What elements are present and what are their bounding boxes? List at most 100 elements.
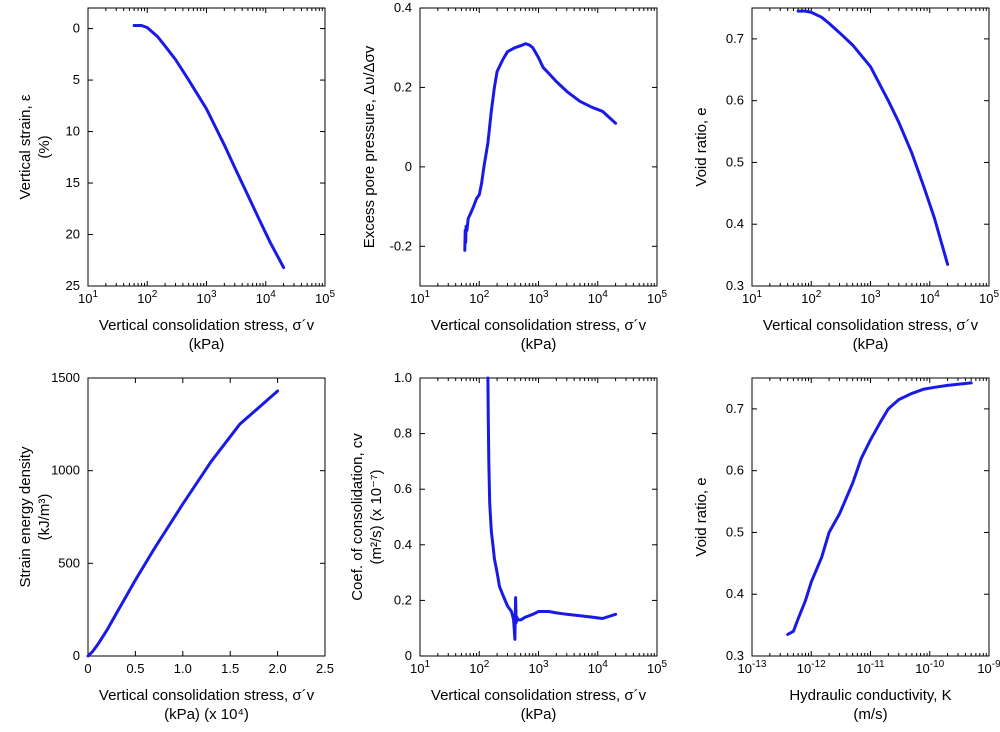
x-axis-label-units: (kPa) <box>521 706 557 723</box>
series-line-energy <box>86 389 280 658</box>
y-tick-label: 0.7 <box>726 401 744 416</box>
y-tick-label: 0.4 <box>394 0 412 15</box>
plot-frame <box>419 377 658 657</box>
y-tick-label: 0.3 <box>726 278 744 293</box>
y-tick-label: 0.7 <box>726 31 744 46</box>
plot-frame <box>751 377 990 657</box>
y-axis-label: Strain energy density <box>17 446 34 587</box>
panel-energy: 0 0.5 1.0 1.5 2.0 2.5 0 500 1000 1500 Vertical con… <box>17 370 334 723</box>
x-axis-label-units: (kPa) <box>853 336 889 353</box>
x-tick-label: 104 <box>588 659 608 676</box>
x-tick-label: 102 <box>137 289 157 306</box>
y-tick-label: 5 <box>73 72 80 87</box>
x-tick-label: 103 <box>860 289 880 306</box>
y-tick-label: 0.2 <box>394 592 412 607</box>
x-axis-label-units: (kPa) (x 10⁴) <box>164 706 249 723</box>
series-line-strain <box>132 24 286 269</box>
x-tick-label: 105 <box>979 289 999 306</box>
series-line-pore <box>463 42 618 252</box>
x-tick-label: 102 <box>469 289 489 306</box>
x-tick-label: 1.0 <box>174 661 192 676</box>
y-tick-label: 15 <box>66 175 80 190</box>
x-tick-label: 102 <box>469 659 489 676</box>
x-axis-label-units: (kPa) <box>521 336 557 353</box>
y-tick-label: 0.6 <box>726 463 744 478</box>
y-tick-label: 20 <box>66 227 80 242</box>
x-tick-label: 101 <box>410 289 430 306</box>
y-axis-label-units: (%) <box>36 135 53 158</box>
y-tick-label: 25 <box>66 278 80 293</box>
x-tick-label: 103 <box>196 289 216 306</box>
x-tick-label: 105 <box>315 289 335 306</box>
y-tick-label: 1.0 <box>394 370 412 385</box>
y-axis-label-units: (kJ/m³) <box>36 494 53 541</box>
x-axis-label-units: (m/s) <box>853 706 887 723</box>
panel-void_stress: 101 102 103 104 105 0.3 0.4 0.5 0.6 0.7 Vertical c… <box>693 7 999 353</box>
y-tick-label: 0.6 <box>394 481 412 496</box>
panel-pore: 101 102 103 104 105 -0.2 0 0.2 0.4 Vertical conso… <box>361 0 667 353</box>
y-tick-label: 0.6 <box>726 93 744 108</box>
y-axis-label: Void ratio, e <box>693 477 710 556</box>
y-tick-label: 1000 <box>51 463 80 478</box>
y-tick-label: 0.5 <box>726 524 744 539</box>
x-tick-label: 103 <box>528 659 548 676</box>
x-tick-label: 104 <box>256 289 276 306</box>
x-tick-label: 2.0 <box>269 661 287 676</box>
series-line-void_stress <box>796 9 950 266</box>
x-tick-label: 10-10 <box>915 659 944 676</box>
y-tick-label: -0.2 <box>390 238 412 253</box>
x-axis-label: Vertical consolidation stress, σ´v <box>431 317 647 334</box>
x-tick-label: 0.5 <box>126 661 144 676</box>
series-line-void_k <box>786 381 973 636</box>
y-tick-label: 0.4 <box>726 216 744 231</box>
y-tick-label: 0.5 <box>726 154 744 169</box>
plot-frame <box>419 7 658 287</box>
x-axis-label: Vertical consolidation stress, σ´v <box>763 317 979 334</box>
plot-frame <box>87 7 326 287</box>
y-tick-label: 0.4 <box>394 537 412 552</box>
y-tick-label: 0.3 <box>726 648 744 663</box>
x-axis-label: Vertical consolidation stress, σ´v <box>99 687 315 704</box>
x-tick-label: 101 <box>410 659 430 676</box>
x-tick-label: 1.5 <box>221 661 239 676</box>
x-axis-label: Vertical consolidation stress, σ´v <box>99 317 315 334</box>
y-tick-label: 0.8 <box>394 426 412 441</box>
panel-coef: 101 102 103 104 105 0 0.2 0.4 0.6 0.8 1.0 Vertical … <box>349 370 667 723</box>
x-tick-label: 0 <box>84 661 91 676</box>
y-axis-label-units: (m²/s) (x 10⁻⁷) <box>368 469 385 564</box>
x-tick-label: 105 <box>647 659 667 676</box>
y-tick-label: 1500 <box>51 370 80 385</box>
y-tick-label: 0.2 <box>394 79 412 94</box>
y-tick-label: 0 <box>73 648 80 663</box>
y-tick-label: 0 <box>405 159 412 174</box>
y-tick-label: 10 <box>66 124 80 139</box>
y-tick-label: 0 <box>73 21 80 36</box>
y-tick-label: 0 <box>405 648 412 663</box>
plot-frame <box>87 377 326 657</box>
x-tick-label: 10-12 <box>797 659 826 676</box>
x-tick-label: 101 <box>742 289 762 306</box>
x-tick-label: 104 <box>920 289 940 306</box>
y-tick-label: 500 <box>58 555 80 570</box>
x-axis-label-units: (kPa) <box>189 336 225 353</box>
plot-frame <box>751 7 990 287</box>
y-axis-label: Excess pore pressure, Δυ/Δσv <box>361 45 378 248</box>
x-tick-label: 103 <box>528 289 548 306</box>
x-axis-label: Vertical consolidation stress, σ´v <box>431 687 647 704</box>
y-axis-label: Vertical strain, ε <box>17 94 34 199</box>
x-tick-label: 10-9 <box>977 659 1000 676</box>
series-line-coef <box>486 376 618 641</box>
x-tick-label: 10-13 <box>738 659 767 676</box>
x-tick-label: 105 <box>647 289 667 306</box>
y-tick-label: 0.4 <box>726 586 744 601</box>
x-axis-label: Hydraulic conductivity, K <box>789 687 951 704</box>
panel-strain: 101 102 103 104 105 0 5 10 15 20 25 Vertical consol… <box>17 7 335 353</box>
x-tick-label: 101 <box>78 289 98 306</box>
x-tick-label: 104 <box>588 289 608 306</box>
x-tick-label: 10-11 <box>856 659 885 676</box>
y-axis-label: Coef. of consolidation, cv <box>349 433 366 601</box>
y-axis-label: Void ratio, e <box>693 107 710 186</box>
panel-void_k: 10-13 10-12 10-11 10-10 10-9 0.3 0.4 0.5 0.6 0.7 H… <box>693 377 1000 723</box>
x-tick-label: 2.5 <box>316 661 334 676</box>
